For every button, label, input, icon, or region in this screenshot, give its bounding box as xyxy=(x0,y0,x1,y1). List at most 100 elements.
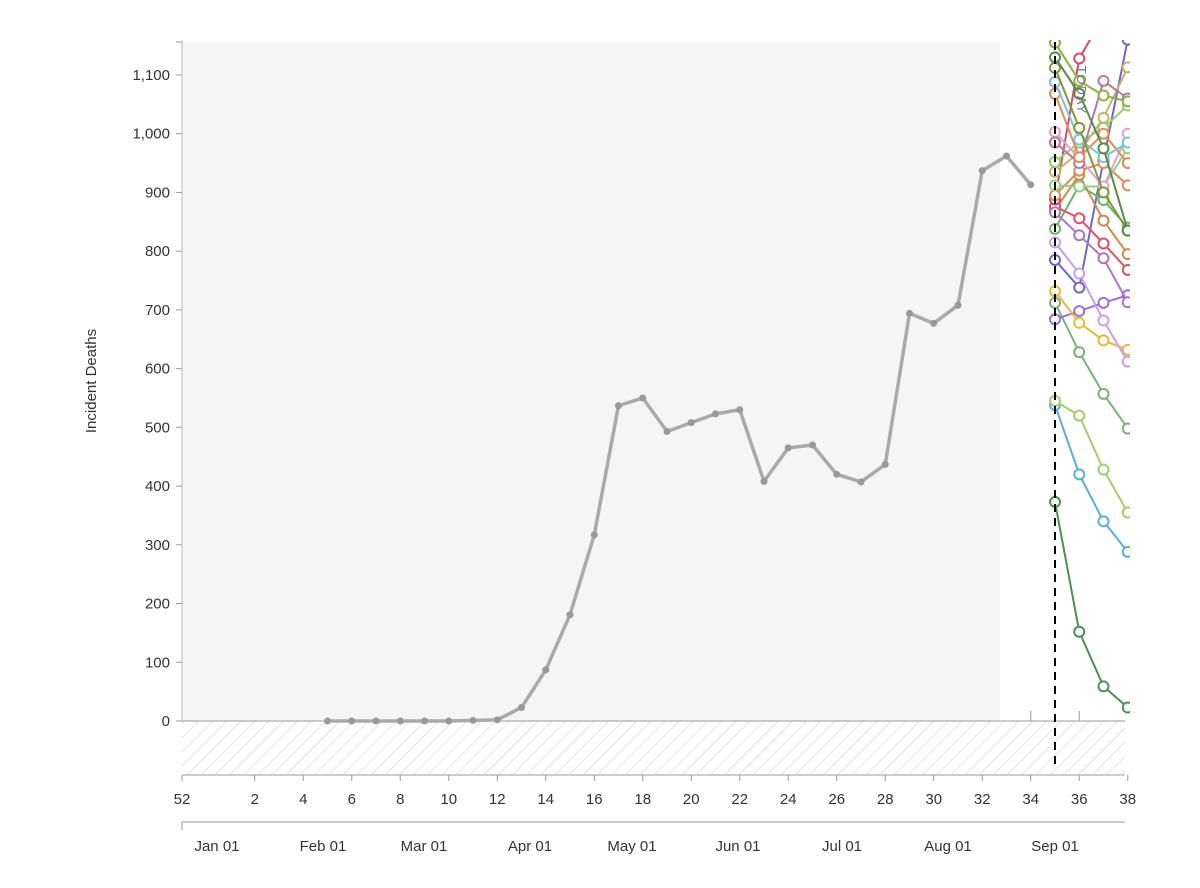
forecast-point[interactable] xyxy=(1097,127,1110,140)
forecast-point[interactable] xyxy=(1073,305,1086,318)
truth-point[interactable] xyxy=(857,478,865,486)
forecast-point[interactable] xyxy=(1121,343,1133,356)
y-tick-label: 0 xyxy=(162,713,170,730)
x-month-tick-label: Sep 01 xyxy=(1031,838,1079,855)
forecast-point[interactable] xyxy=(1121,136,1133,149)
forecast-point[interactable] xyxy=(1097,387,1110,400)
forecast-point[interactable] xyxy=(1073,316,1086,329)
truth-point[interactable] xyxy=(421,717,428,725)
forecast-point[interactable] xyxy=(1097,334,1110,347)
forecast-line xyxy=(1054,131,1129,189)
truth-point[interactable] xyxy=(324,717,331,725)
forecast-point[interactable] xyxy=(1121,296,1133,309)
forecast-series xyxy=(1049,51,1133,237)
forecast-point[interactable] xyxy=(1097,142,1110,155)
x-week-tick-label: 26 xyxy=(828,791,845,808)
truth-point[interactable] xyxy=(784,444,792,452)
truth-point[interactable] xyxy=(1027,181,1035,189)
forecast-point[interactable] xyxy=(1073,229,1086,242)
forecast-point[interactable] xyxy=(1097,252,1110,265)
forecast-point[interactable] xyxy=(1073,212,1086,225)
forecast-point[interactable] xyxy=(1121,95,1133,108)
forecast-point[interactable] xyxy=(1073,468,1086,481)
forecast-point[interactable] xyxy=(1121,224,1133,237)
x-week-tick-label: 36 xyxy=(1071,791,1088,808)
forecast-point[interactable] xyxy=(1097,237,1110,250)
truth-point[interactable] xyxy=(590,531,598,539)
x-week-tick-label: 18 xyxy=(634,791,651,808)
truth-point[interactable] xyxy=(348,717,356,725)
forecast-point[interactable] xyxy=(1073,409,1086,422)
x-week-tick-label: 34 xyxy=(1022,791,1039,808)
forecast-point[interactable] xyxy=(1121,545,1133,558)
forecast-point[interactable] xyxy=(1073,180,1086,193)
forecast-point[interactable] xyxy=(1097,680,1110,693)
forecast-point[interactable] xyxy=(1073,267,1086,280)
forecast-point[interactable] xyxy=(1097,296,1110,309)
forecast-point[interactable] xyxy=(1121,422,1133,435)
y-tick-label: 100 xyxy=(145,654,170,671)
forecast-point[interactable] xyxy=(1097,74,1110,87)
forecast-point[interactable] xyxy=(1121,157,1133,170)
forecast-point[interactable] xyxy=(1121,248,1133,261)
truth-point[interactable] xyxy=(639,394,647,402)
forecast-line xyxy=(1054,241,1129,363)
truth-point[interactable] xyxy=(760,477,768,485)
truth-point[interactable] xyxy=(712,410,719,418)
forecast-point[interactable] xyxy=(1121,355,1133,368)
forecast-point[interactable] xyxy=(1121,701,1133,714)
truth-point[interactable] xyxy=(930,319,938,327)
forecast-line xyxy=(1054,40,1129,290)
forecast-point[interactable] xyxy=(1073,281,1086,294)
truth-point[interactable] xyxy=(615,402,622,410)
forecast-point[interactable] xyxy=(1121,263,1133,276)
truth-point[interactable] xyxy=(542,666,550,674)
forecast-point[interactable] xyxy=(1073,52,1086,65)
truth-point[interactable] xyxy=(1003,152,1010,160)
forecast-series xyxy=(1049,236,1133,368)
truth-point[interactable] xyxy=(493,716,501,724)
x-month-tick-label: Apr 01 xyxy=(508,838,552,855)
y-tick-label: 600 xyxy=(145,361,170,378)
truth-point[interactable] xyxy=(736,406,744,414)
forecast-point[interactable] xyxy=(1097,515,1110,528)
truth-point[interactable] xyxy=(469,716,477,724)
truth-point[interactable] xyxy=(687,419,695,427)
truth-point[interactable] xyxy=(881,460,889,468)
truth-point[interactable] xyxy=(954,301,962,309)
truth-point[interactable] xyxy=(978,167,986,175)
truth-point[interactable] xyxy=(566,611,574,619)
forecast-point[interactable] xyxy=(1097,111,1110,124)
forecast-point[interactable] xyxy=(1097,89,1110,102)
forecast-point[interactable] xyxy=(1073,625,1086,638)
forecast-point[interactable] xyxy=(1121,35,1133,46)
forecast-point[interactable] xyxy=(1097,463,1110,476)
x-week-tick-label: 8 xyxy=(396,791,404,808)
forecast-point[interactable] xyxy=(1121,61,1133,74)
forecast-point[interactable] xyxy=(1123,11,1133,21)
forecast-point[interactable] xyxy=(1073,74,1086,87)
truth-point[interactable] xyxy=(663,427,671,435)
truth-point[interactable] xyxy=(809,441,816,449)
forecast-point[interactable] xyxy=(1121,179,1133,192)
forecast-point[interactable] xyxy=(1121,506,1133,519)
forecast-point[interactable] xyxy=(1097,314,1110,327)
truth-point[interactable] xyxy=(906,309,913,317)
truth-point[interactable] xyxy=(396,717,404,725)
today-label: TODAY xyxy=(1074,66,1089,115)
forecast-point[interactable] xyxy=(1097,214,1110,227)
truth-point[interactable] xyxy=(372,717,380,725)
forecast-point[interactable] xyxy=(1073,121,1086,134)
forecast-point[interactable] xyxy=(1073,151,1086,164)
forecast-point[interactable] xyxy=(1097,186,1110,199)
forecast-point[interactable] xyxy=(1073,346,1086,359)
forecast-point[interactable] xyxy=(1099,11,1109,21)
x-week-tick-label: 32 xyxy=(974,791,991,808)
forecast-series xyxy=(1049,11,1133,206)
truth-point[interactable] xyxy=(833,470,841,478)
x-axis-weeks: 52 2 4 6 8 10 12 14 16 18 20 22 24 26 28 30 32 34 36 38 xyxy=(174,711,1136,808)
truth-point[interactable] xyxy=(445,717,453,725)
truth-point[interactable] xyxy=(518,703,525,711)
forecast-point[interactable] xyxy=(1073,87,1086,100)
